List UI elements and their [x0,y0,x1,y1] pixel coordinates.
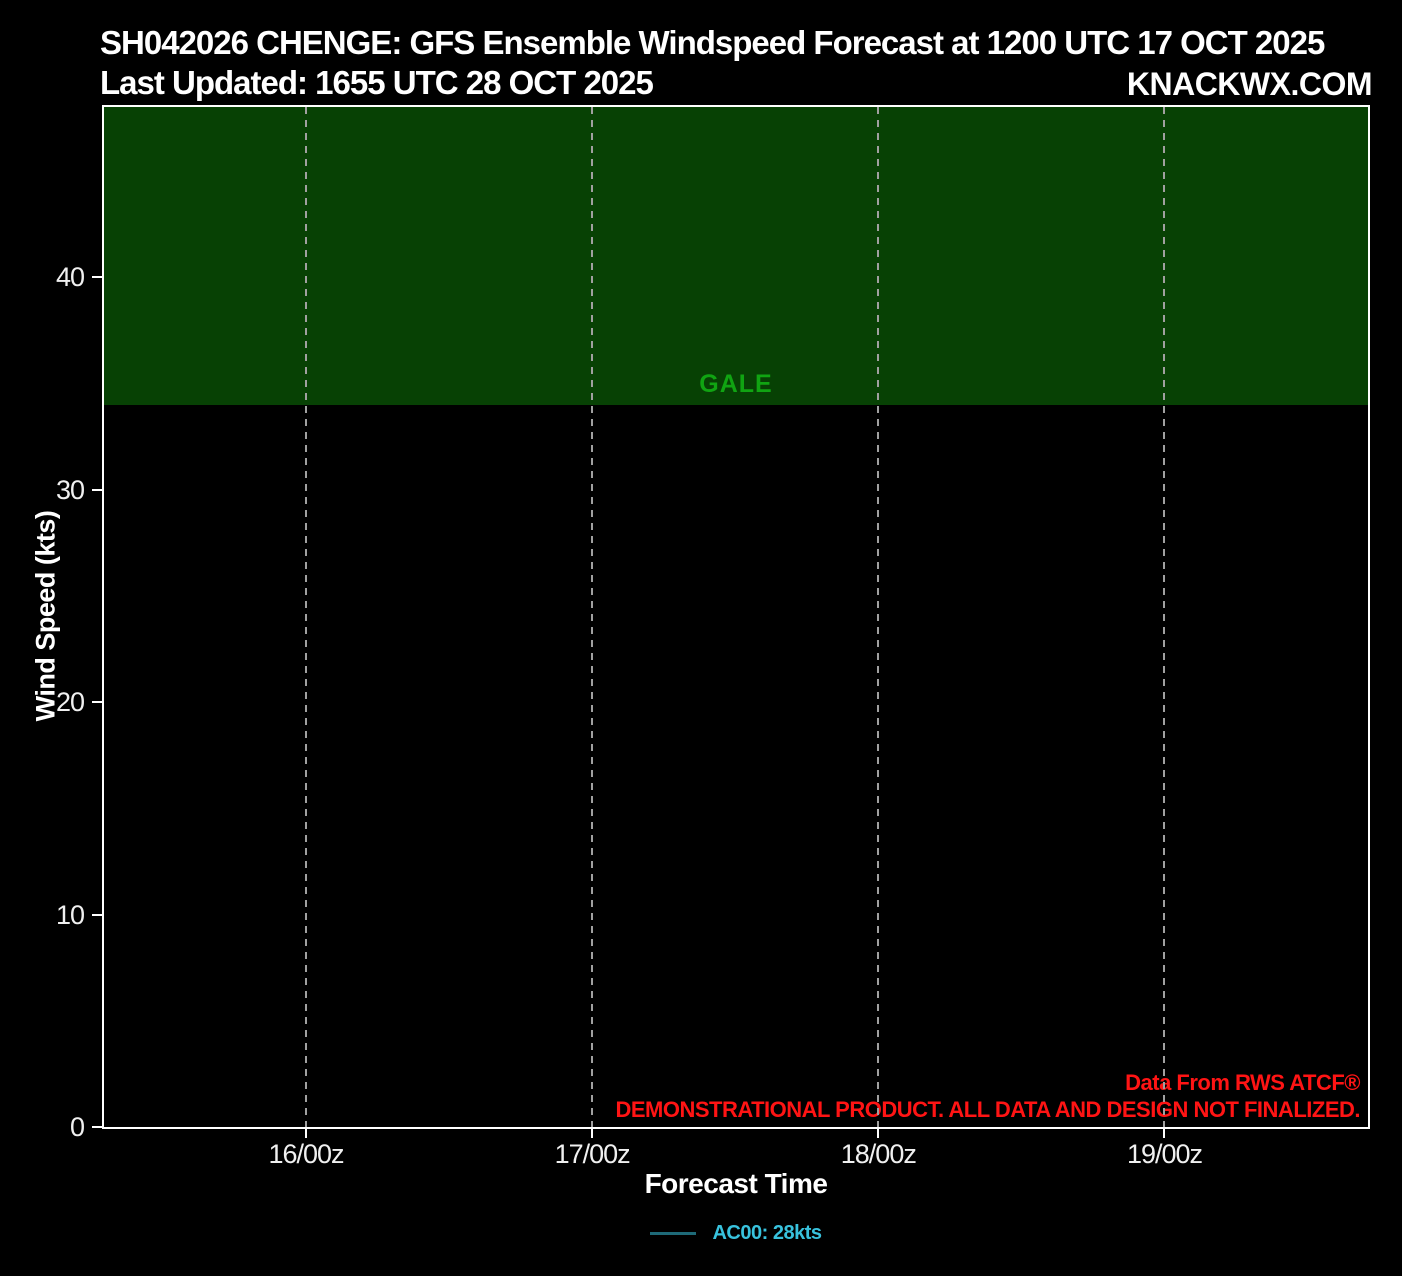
chart-subtitle: Last Updated: 1655 UTC 28 OCT 2025 [100,64,654,101]
plot-area: Data From RWS ATCF® DEMONSTRATIONAL PROD… [102,105,1370,1129]
x-tick-label: 18/00z [840,1139,917,1169]
x-axis-label: Forecast Time [644,1168,828,1199]
x-tick-mark [877,1129,880,1138]
vertical-gridline [1163,107,1166,1127]
y-tick-label: 40 [55,262,85,292]
gale-band: GALE [104,107,1368,405]
y-tick-mark [92,913,102,916]
y-tick-mark [92,1126,102,1128]
vertical-gridline [591,107,594,1127]
y-tick-label: 10 [55,899,85,930]
chart-container: Data From RWS ATCF® DEMONSTRATIONAL PROD… [56,105,1370,1169]
x-tick-mark [591,1129,594,1138]
y-axis-label: Wind Speed (kts) [30,510,61,722]
chart-title: SH042026 CHENGE: GFS Ensemble Windspeed … [100,24,1325,61]
y-tick-label: 20 [55,687,85,717]
gale-band-label: GALE [699,369,773,398]
legend: AC00: 28kts [102,1222,1370,1245]
brand-watermark: KNACKWX.COM [1126,66,1373,102]
y-tick-label: 0 [69,1112,85,1142]
y-tick-mark [92,488,102,491]
data-source-annotation: Data From RWS ATCF® [1125,1070,1360,1095]
vertical-gridline [304,107,307,1127]
x-tick-mark [304,1129,307,1138]
x-tick-label: 16/00z [268,1139,344,1169]
vertical-gridline [877,107,880,1127]
x-tick-label: 19/00z [1126,1139,1203,1169]
x-tick-mark [1163,1129,1166,1138]
y-tick-mark [92,701,102,703]
disclaimer-block: Data From RWS ATCF® DEMONSTRATIONAL PROD… [615,1069,1360,1123]
x-tick-label: 17/00z [554,1139,631,1169]
y-tick-label: 30 [55,474,85,505]
demo-disclaimer-annotation: DEMONSTRATIONAL PRODUCT. ALL DATA AND DE… [615,1097,1360,1122]
y-tick-mark [92,276,102,278]
legend-label: AC00: 28kts [712,1222,822,1244]
legend-line-swatch [650,1232,697,1235]
